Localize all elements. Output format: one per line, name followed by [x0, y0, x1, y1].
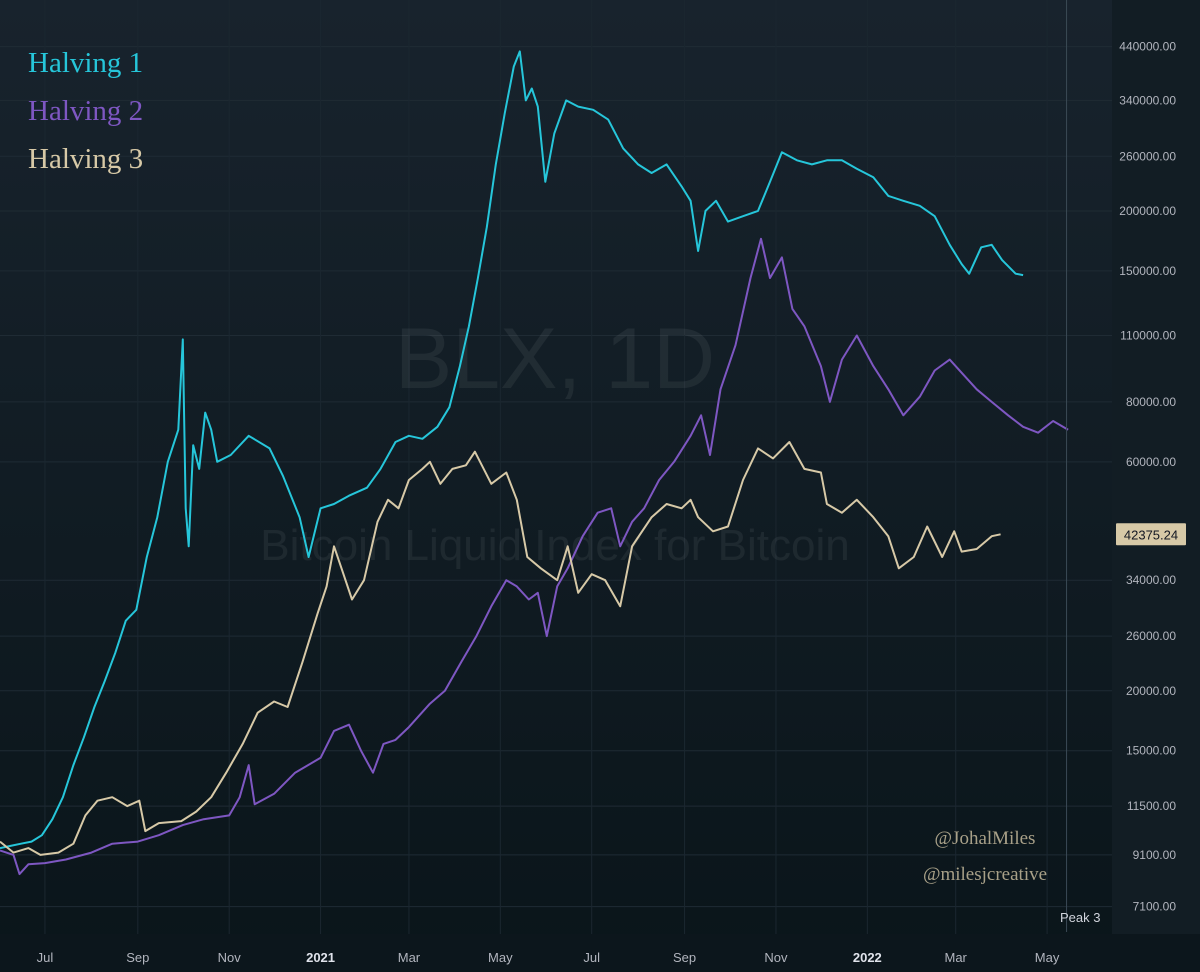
y-axis-labels: 440000.00 340000.00 260000.00 200000.00 1500…: [1119, 40, 1176, 914]
x-axis-panel: [0, 934, 1112, 972]
grid: [0, 0, 1112, 934]
legend-item-halving-2: Halving 2: [28, 95, 143, 127]
y-tick-label: 340000.00: [1119, 93, 1176, 107]
price-tag: 42375.24: [1116, 523, 1186, 546]
legend-item-halving-1: Halving 1: [28, 47, 143, 79]
y-tick-label: 20000.00: [1126, 684, 1176, 698]
x-axis: Jul Sep Nov 2021 Mar May Jul Sep Nov 2022 Mar May: [37, 950, 1060, 965]
series-line-halving-1: [0, 50, 1024, 850]
x-tick-label: 2022: [853, 950, 882, 965]
y-tick-label: 26000.00: [1126, 629, 1176, 643]
watermark-subtitle: Bitcoin Liquid Index for Bitcoin: [260, 521, 849, 570]
y-axis: [1112, 0, 1200, 940]
x-tick-label: Mar: [945, 950, 968, 965]
x-tick-label: Nov: [218, 950, 242, 965]
corner-panel: [1112, 934, 1200, 972]
x-tick-label: Nov: [764, 950, 788, 965]
y-tick-label: 11500.00: [1127, 799, 1176, 813]
x-tick-label: May: [488, 950, 513, 965]
watermark: BLX, 1D Bitcoin Liquid Index for Bitcoin: [260, 311, 849, 570]
x-tick-label: Mar: [398, 950, 421, 965]
x-tick-label: Sep: [126, 950, 149, 965]
y-tick-label: 80000.00: [1126, 395, 1176, 409]
series-line-halving-2: [0, 237, 1069, 876]
y-tick-label: 150000.00: [1119, 264, 1176, 278]
y-tick-label: 260000.00: [1119, 149, 1176, 163]
legend: Halving 1 Halving 2 Halving 3: [28, 47, 143, 175]
x-tick-label: May: [1035, 950, 1060, 965]
y-tick-label: 9100.00: [1133, 848, 1177, 862]
price-tag-label: 42375.24: [1124, 527, 1178, 542]
x-tick-label: Jul: [583, 950, 600, 965]
x-tick-label: Jul: [37, 950, 54, 965]
credit-2: @milesjcreative: [923, 864, 1047, 885]
watermark-symbol: BLX, 1D: [395, 311, 715, 407]
credit-1: @JohalMiles: [935, 828, 1036, 849]
x-tick-label: Sep: [673, 950, 696, 965]
y-tick-label: 60000.00: [1126, 455, 1176, 469]
series-layer: [0, 50, 1069, 876]
y-tick-label: 34000.00: [1126, 573, 1176, 587]
y-tick-label: 7100.00: [1133, 900, 1177, 914]
y-tick-label: 110000.00: [1120, 329, 1176, 343]
series-line-halving-3: [0, 441, 1001, 856]
legend-item-halving-3: Halving 3: [28, 143, 143, 175]
y-axis-panel: [1112, 0, 1200, 940]
x-tick-label: 2021: [306, 950, 335, 965]
y-tick-label: 200000.00: [1119, 204, 1176, 218]
peak-3-label: Peak 3: [1060, 910, 1100, 925]
price-tag-box: [1116, 523, 1186, 546]
y-tick-label: 15000.00: [1126, 744, 1176, 758]
y-tick-label: 440000.00: [1119, 40, 1176, 54]
